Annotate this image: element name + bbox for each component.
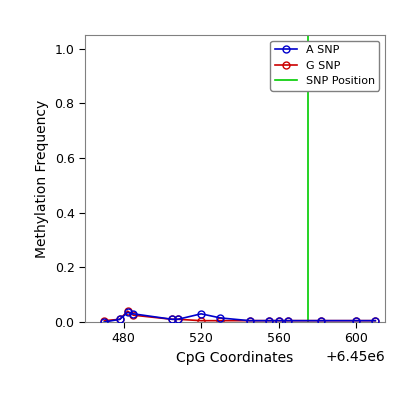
A SNP [319, 318, 324, 323]
A SNP [131, 312, 136, 316]
G SNP [176, 317, 180, 322]
A SNP [373, 318, 378, 323]
G SNP [247, 318, 252, 323]
G SNP [118, 317, 122, 322]
Line: G SNP: G SNP [101, 308, 379, 324]
A SNP [276, 318, 281, 323]
A SNP [170, 317, 174, 322]
A SNP [286, 318, 291, 323]
G SNP [286, 318, 291, 323]
G SNP [170, 317, 174, 322]
G SNP [266, 318, 271, 323]
X-axis label: CpG Coordinates: CpG Coordinates [176, 351, 294, 365]
A SNP [176, 317, 180, 322]
A SNP [266, 318, 271, 323]
G SNP [102, 318, 107, 323]
G SNP [354, 318, 358, 323]
Line: A SNP: A SNP [101, 309, 379, 326]
Y-axis label: Methylation Frequency: Methylation Frequency [35, 99, 49, 258]
A SNP [199, 312, 204, 316]
A SNP [125, 310, 130, 315]
A SNP [118, 317, 122, 322]
G SNP [199, 318, 204, 323]
G SNP [218, 318, 223, 323]
A SNP [247, 318, 252, 323]
G SNP [131, 313, 136, 318]
G SNP [276, 318, 281, 323]
G SNP [319, 318, 324, 323]
G SNP [373, 318, 378, 323]
A SNP [354, 318, 358, 323]
A SNP [102, 320, 107, 324]
G SNP [125, 309, 130, 314]
A SNP [218, 316, 223, 320]
Legend: A SNP, G SNP, SNP Position: A SNP, G SNP, SNP Position [270, 40, 380, 90]
